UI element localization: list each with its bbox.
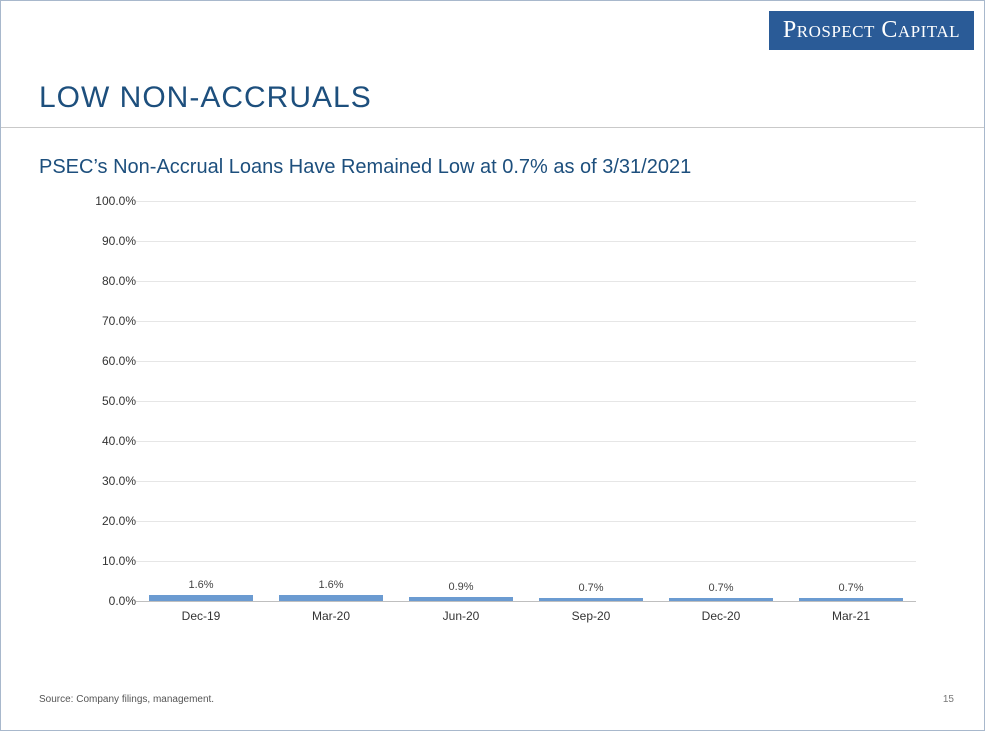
- y-tick-label: 0.0%: [76, 594, 136, 608]
- x-tick-label: Mar-20: [266, 601, 396, 623]
- y-tick-label: 50.0%: [76, 394, 136, 408]
- x-tick-label: Mar-21: [786, 601, 916, 623]
- bar-value-label: 0.7%: [786, 582, 916, 594]
- bar-value-label: 0.9%: [396, 581, 526, 593]
- bars-row: 1.6%Dec-191.6%Mar-200.9%Jun-200.7%Sep-20…: [136, 201, 916, 601]
- slide: Prospect Capital LOW NON-ACCRUALS PSEC’s…: [0, 0, 985, 731]
- bar-slot: 0.9%Jun-20: [396, 201, 526, 601]
- page-title: LOW NON-ACCRUALS: [39, 81, 372, 115]
- bar-slot: 0.7%Sep-20: [526, 201, 656, 601]
- bar-slot: 0.7%Mar-21: [786, 201, 916, 601]
- source-note: Source: Company filings, management.: [39, 694, 214, 705]
- y-tick-label: 40.0%: [76, 434, 136, 448]
- y-tick-label: 70.0%: [76, 314, 136, 328]
- bar-chart: 1.6%Dec-191.6%Mar-200.9%Jun-200.7%Sep-20…: [66, 191, 926, 641]
- bar-slot: 1.6%Mar-20: [266, 201, 396, 601]
- brand-badge: Prospect Capital: [769, 11, 974, 50]
- brand-text: Prospect Capital: [783, 17, 960, 43]
- y-tick-label: 90.0%: [76, 234, 136, 248]
- y-tick-label: 60.0%: [76, 354, 136, 368]
- bar-value-label: 1.6%: [266, 579, 396, 591]
- x-tick-label: Dec-20: [656, 601, 786, 623]
- y-tick-label: 80.0%: [76, 274, 136, 288]
- y-tick-label: 30.0%: [76, 474, 136, 488]
- y-tick-label: 10.0%: [76, 554, 136, 568]
- page-number: 15: [943, 694, 954, 705]
- x-tick-label: Jun-20: [396, 601, 526, 623]
- y-tick-label: 20.0%: [76, 514, 136, 528]
- bar-value-label: 1.6%: [136, 579, 266, 591]
- title-divider: [1, 127, 984, 128]
- bar-value-label: 0.7%: [526, 582, 656, 594]
- y-tick-label: 100.0%: [76, 194, 136, 208]
- bar-slot: 0.7%Dec-20: [656, 201, 786, 601]
- bar-slot: 1.6%Dec-19: [136, 201, 266, 601]
- chart-subtitle: PSEC’s Non-Accrual Loans Have Remained L…: [39, 156, 691, 179]
- x-tick-label: Sep-20: [526, 601, 656, 623]
- x-tick-label: Dec-19: [136, 601, 266, 623]
- bar-value-label: 0.7%: [656, 582, 786, 594]
- plot-area: 1.6%Dec-191.6%Mar-200.9%Jun-200.7%Sep-20…: [136, 201, 916, 601]
